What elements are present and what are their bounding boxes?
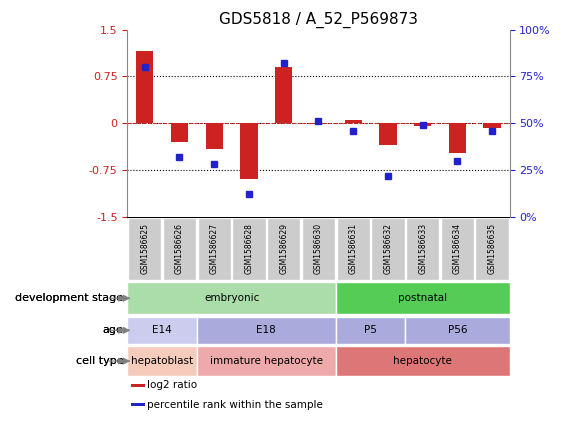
Text: postnatal: postnatal	[398, 293, 447, 303]
Title: GDS5818 / A_52_P569873: GDS5818 / A_52_P569873	[219, 12, 418, 28]
Bar	[127, 317, 197, 344]
Bar	[345, 120, 362, 123]
Text: GSM1586633: GSM1586633	[418, 223, 427, 275]
Bar	[206, 123, 223, 149]
Text: GSM1586629: GSM1586629	[279, 223, 288, 274]
Bar	[336, 317, 405, 344]
Text: GSM1586632: GSM1586632	[383, 223, 393, 274]
Text: cell type: cell type	[76, 356, 123, 366]
Bar	[128, 218, 162, 280]
Text: P5: P5	[364, 325, 377, 335]
Text: GSM1586625: GSM1586625	[140, 223, 149, 274]
Text: age: age	[102, 325, 123, 335]
Text: GSM1586635: GSM1586635	[488, 223, 497, 275]
Bar	[475, 218, 509, 280]
Bar	[406, 218, 439, 280]
Bar	[197, 317, 336, 344]
Text: immature hepatocyte: immature hepatocyte	[210, 356, 323, 366]
Text: E18: E18	[256, 325, 276, 335]
Bar	[171, 123, 188, 142]
Bar	[302, 218, 335, 280]
Bar	[131, 404, 145, 406]
Bar	[163, 218, 196, 280]
Bar	[131, 384, 145, 387]
Bar	[240, 123, 258, 179]
Bar	[267, 218, 301, 280]
Text: GSM1586628: GSM1586628	[244, 223, 254, 274]
Bar	[275, 67, 292, 123]
Text: GSM1586630: GSM1586630	[314, 223, 323, 275]
Text: development stage: development stage	[16, 293, 123, 303]
Bar	[127, 282, 336, 314]
Bar	[127, 346, 197, 376]
Text: cell type: cell type	[76, 356, 123, 366]
Bar	[336, 282, 510, 314]
Text: GSM1586634: GSM1586634	[453, 223, 462, 275]
Bar	[449, 123, 466, 153]
Text: development stage: development stage	[16, 293, 123, 303]
Text: GSM1586631: GSM1586631	[349, 223, 358, 274]
Text: hepatocyte: hepatocyte	[393, 356, 452, 366]
Bar	[483, 123, 501, 128]
Text: hepatoblast: hepatoblast	[131, 356, 193, 366]
Text: GSM1586626: GSM1586626	[175, 223, 184, 274]
Bar	[336, 218, 370, 280]
Bar	[414, 123, 431, 126]
Text: percentile rank within the sample: percentile rank within the sample	[147, 400, 323, 410]
Bar	[379, 123, 397, 145]
Bar	[310, 123, 327, 124]
Text: P56: P56	[448, 325, 467, 335]
Bar	[136, 52, 153, 123]
Text: age: age	[102, 325, 123, 335]
Text: log2 ratio: log2 ratio	[147, 380, 197, 390]
Bar	[197, 218, 231, 280]
Bar	[197, 346, 336, 376]
Bar	[371, 218, 405, 280]
Bar	[336, 346, 510, 376]
Bar	[405, 317, 510, 344]
Bar	[232, 218, 266, 280]
Text: GSM1586627: GSM1586627	[210, 223, 219, 274]
Bar	[441, 218, 474, 280]
Text: embryonic: embryonic	[204, 293, 259, 303]
Text: E14: E14	[152, 325, 172, 335]
